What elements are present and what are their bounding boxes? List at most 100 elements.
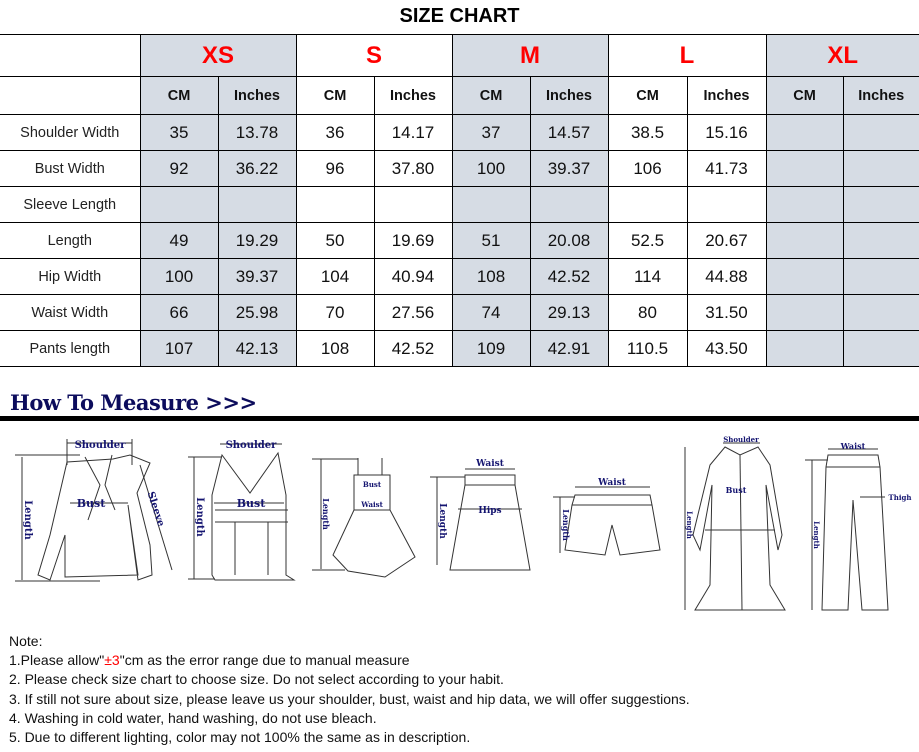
- value-cell: 31.50: [686, 294, 767, 331]
- measure-illustrations: Shoulder Bust Length Sleeve Shoulder Bus…: [15, 435, 911, 611]
- bust-label: Bust: [363, 480, 382, 489]
- value-cell: [842, 294, 919, 331]
- value-cell: [686, 186, 767, 223]
- table-row: Shoulder Width 35 13.78 36 14.17 37 14.57 38.5 1…: [0, 114, 919, 151]
- value-cell: [529, 186, 609, 223]
- length-label: Length: [685, 511, 694, 539]
- value-cell: 37: [451, 114, 531, 151]
- corner-cell: [0, 34, 141, 77]
- length-label: Length: [194, 497, 205, 537]
- value-cell: [295, 186, 375, 223]
- value-cell: 100: [139, 258, 219, 295]
- value-cell: [765, 330, 844, 367]
- shorts-figure: Waist Length: [553, 478, 661, 556]
- pants-figure: Waist Thigh Length: [805, 441, 911, 611]
- value-cell: 96: [295, 150, 375, 187]
- bust-label: Bust: [77, 497, 106, 510]
- value-cell: [451, 186, 531, 223]
- measurement-label: Sleeve Length: [0, 186, 141, 223]
- value-cell: [765, 258, 844, 295]
- size-header-xs: XS: [139, 34, 297, 77]
- value-cell: 27.56: [373, 294, 453, 331]
- tolerance-value: ±3: [104, 652, 120, 669]
- unit-header: Inches: [529, 76, 609, 115]
- value-cell: [607, 186, 688, 223]
- value-cell: 19.69: [373, 222, 453, 259]
- value-cell: 35: [139, 114, 219, 151]
- table-row: Waist Width 66 25.98 70 27.56 74 29.13 80 31.50: [0, 294, 919, 331]
- length-label: Length: [561, 509, 571, 541]
- value-cell: 20.08: [529, 222, 609, 259]
- value-cell: 13.78: [217, 114, 297, 151]
- value-cell: 50: [295, 222, 375, 259]
- value-cell: 107: [139, 330, 219, 367]
- value-cell: 109: [451, 330, 531, 367]
- shoulder-label: Shoulder: [723, 435, 759, 444]
- coat-figure: Shoulder Bust Length: [684, 435, 786, 611]
- waist-label: Waist: [475, 459, 505, 469]
- note-4: 4. Washing in cold water, hand washing, …: [9, 709, 377, 726]
- notes: Note: 1.Please allow"±3"cm as the error …: [9, 632, 690, 747]
- value-cell: [765, 294, 844, 331]
- value-cell: 100: [451, 150, 531, 187]
- unit-header: Inches: [373, 76, 453, 115]
- value-cell: [765, 150, 844, 187]
- value-cell: [842, 186, 919, 223]
- length-label: Length: [437, 503, 447, 539]
- waist-label: Waist: [840, 441, 866, 451]
- value-cell: 106: [607, 150, 688, 187]
- size-header-s: S: [295, 34, 453, 77]
- waist-label: Waist: [597, 478, 627, 488]
- shoulder-label: Shoulder: [226, 440, 278, 451]
- dress-figure: Bust Waist Length: [312, 458, 416, 578]
- value-cell: 15.16: [686, 114, 767, 151]
- table-row: Hip Width 100 39.37 104 40.94 108 42.52 114 44.8…: [0, 258, 919, 295]
- value-cell: 36.22: [217, 150, 297, 187]
- value-cell: 114: [607, 258, 688, 295]
- value-cell: 104: [295, 258, 375, 295]
- value-cell: 74: [451, 294, 531, 331]
- size-header-xl: XL: [765, 34, 919, 77]
- table-row: Sleeve Length: [0, 186, 919, 223]
- value-cell: 42.91: [529, 330, 609, 367]
- value-cell: 29.13: [529, 294, 609, 331]
- value-cell: 20.67: [686, 222, 767, 259]
- size-header-l: L: [607, 34, 767, 77]
- measurement-label: Waist Width: [0, 294, 141, 331]
- note-3: 3. If still not sure about size, please …: [9, 690, 690, 707]
- size-header-m: M: [451, 34, 609, 77]
- value-cell: 19.29: [217, 222, 297, 259]
- value-cell: [765, 186, 844, 223]
- how-to-measure-heading: How To Measure >>>: [10, 390, 257, 415]
- unit-header-row: CM Inches CM Inches CM Inches CM Inches CM Inches: [0, 76, 919, 115]
- value-cell: 41.73: [686, 150, 767, 187]
- unit-header: CM: [451, 76, 531, 115]
- blouse-figure: Shoulder Bust Length Sleeve: [15, 439, 173, 582]
- value-cell: 51: [451, 222, 531, 259]
- corner-cell: [0, 76, 141, 115]
- note-5: 5. Due to different lighting, color may …: [9, 729, 471, 746]
- bust-label: Bust: [237, 497, 266, 510]
- value-cell: [217, 186, 297, 223]
- value-cell: [373, 186, 453, 223]
- note-1-text: 1.Please allow": [9, 652, 105, 669]
- value-cell: 14.57: [529, 114, 609, 151]
- value-cell: 66: [139, 294, 219, 331]
- table-row: Bust Width 92 36.22 96 37.80 100 39.37 106 41.73: [0, 150, 919, 187]
- value-cell: 40.94: [373, 258, 453, 295]
- value-cell: 80: [607, 294, 688, 331]
- length-label: Length: [812, 521, 821, 549]
- value-cell: [842, 222, 919, 259]
- measurement-label: Hip Width: [0, 258, 141, 295]
- value-cell: [139, 186, 219, 223]
- measurement-label: Pants length: [0, 330, 141, 367]
- value-cell: 42.52: [373, 330, 453, 367]
- table-row: Length 49 19.29 50 19.69 51 20.08 52.5 20.67: [0, 222, 919, 259]
- shoulder-label: Shoulder: [75, 440, 127, 451]
- value-cell: 14.17: [373, 114, 453, 151]
- value-cell: 70: [295, 294, 375, 331]
- value-cell: 42.52: [529, 258, 609, 295]
- value-cell: [842, 150, 919, 187]
- unit-header: Inches: [217, 76, 297, 115]
- value-cell: 43.50: [686, 330, 767, 367]
